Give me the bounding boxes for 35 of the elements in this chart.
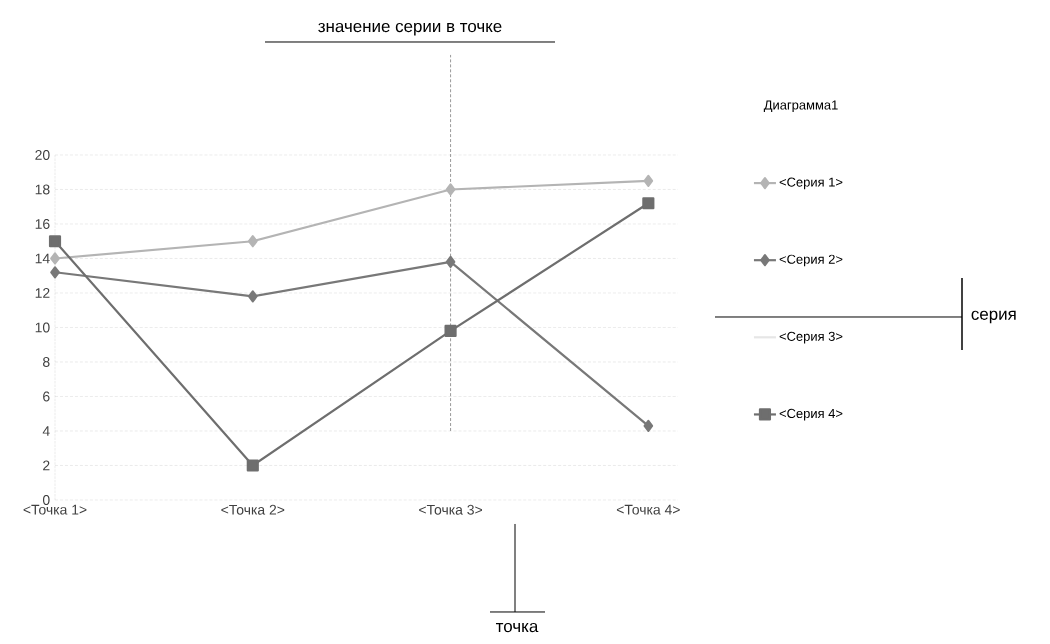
text: точка bbox=[495, 622, 539, 633]
point bbox=[642, 197, 655, 210]
legend-label: <Серия 2> bbox=[779, 254, 843, 267]
y-tick-label: 6 bbox=[43, 391, 50, 402]
y-tick-label: 16 bbox=[35, 219, 50, 229]
y-tick-label: 8 bbox=[43, 357, 50, 367]
legend-label: <Серия 1> bbox=[779, 177, 843, 190]
point bbox=[643, 174, 654, 187]
x-tick-label: <Точка 3> bbox=[419, 504, 482, 515]
x-tick-label: <Точка 4> bbox=[616, 504, 680, 515]
y-tick-label: 2 bbox=[43, 460, 50, 471]
y-tick-label: 12 bbox=[35, 288, 50, 298]
text: серия bbox=[971, 310, 1016, 324]
text: значение серии в точке bbox=[318, 22, 502, 36]
x-tick-label: <Точка 2> bbox=[221, 504, 285, 515]
point bbox=[48, 235, 62, 248]
legend-label: <Серия 4> bbox=[779, 408, 843, 421]
y-tick-label: 20 bbox=[35, 150, 50, 160]
legend-title: Диаграмма1 bbox=[763, 100, 838, 113]
point bbox=[50, 252, 60, 265]
y-tick-label: 18 bbox=[35, 184, 50, 195]
y-tick-label: 14 bbox=[35, 253, 50, 264]
legend-label: <Серия 3> bbox=[779, 331, 843, 344]
point bbox=[50, 266, 60, 279]
point bbox=[445, 183, 456, 196]
point bbox=[643, 419, 654, 432]
y-tick-label: 4 bbox=[42, 426, 50, 436]
point bbox=[247, 290, 258, 303]
x-tick-label: <Точка 1> bbox=[23, 504, 87, 515]
point bbox=[444, 324, 457, 338]
point bbox=[246, 459, 259, 472]
point bbox=[445, 255, 456, 269]
y-tick-label: 0 bbox=[42, 495, 50, 505]
y-tick-label: 10 bbox=[35, 322, 50, 333]
point bbox=[247, 235, 258, 248]
